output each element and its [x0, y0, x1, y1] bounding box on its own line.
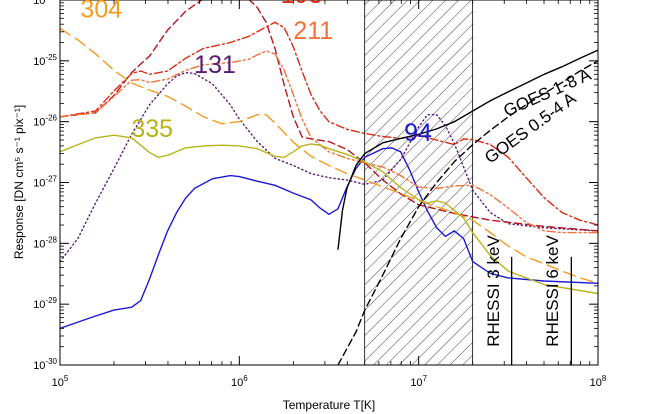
- annotation-rhessi-3-kev: RHESSI 3 keV: [484, 235, 503, 347]
- series-line-goes-0-5-4-a: [337, 60, 598, 365]
- series-label-211: 211: [293, 17, 333, 45]
- axis-ticks: 105 106 107 108 10-30 10-29 10-28 10-27 10-26 10-…: [33, 0, 607, 389]
- y-tick-label: 10-24: [33, 0, 57, 7]
- y-axis-title: Response [DN cm⁵ s⁻¹ pix⁻¹]: [12, 105, 26, 259]
- series-line-94: [60, 147, 598, 330]
- y-tick-label: 10-29: [33, 296, 57, 311]
- series-label-193: 193: [281, 0, 323, 9]
- series-line-171: [60, 0, 598, 232]
- shaded-temperature-band: [364, 0, 474, 365]
- series-line-193: [60, 21, 598, 226]
- series-line-goes-1-8-a: [337, 49, 598, 250]
- plot-frame: [59, 0, 599, 366]
- series-label-94: 94: [404, 119, 432, 147]
- y-tick-label: 10-26: [33, 114, 57, 129]
- y-tick-label: 10-27: [33, 175, 57, 190]
- y-tick-label: 10-28: [33, 235, 57, 250]
- x-axis-title: Temperature T[K]: [283, 398, 375, 412]
- annotation-rhessi-6-kev: RHESSI 6 keV: [543, 235, 562, 347]
- series-label-304: 304: [80, 0, 122, 23]
- series-lines: [60, 0, 598, 365]
- x-tick-label: 106: [231, 374, 248, 389]
- series-line-335: [60, 134, 598, 295]
- series-line-131: [60, 71, 598, 263]
- rhessi-markers: [511, 256, 572, 365]
- series-line-304: [60, 27, 598, 284]
- series-line-211: [60, 50, 598, 234]
- y-tick-label: 10-30: [33, 357, 57, 372]
- x-tick-label: 107: [410, 374, 427, 389]
- x-tick-label: 105: [52, 374, 69, 389]
- x-tick-label: 108: [590, 374, 607, 389]
- series-label-131: 131: [194, 51, 236, 79]
- y-tick-label: 10-25: [33, 53, 57, 68]
- hatched-band: [364, 0, 474, 365]
- series-label-335: 335: [131, 115, 173, 143]
